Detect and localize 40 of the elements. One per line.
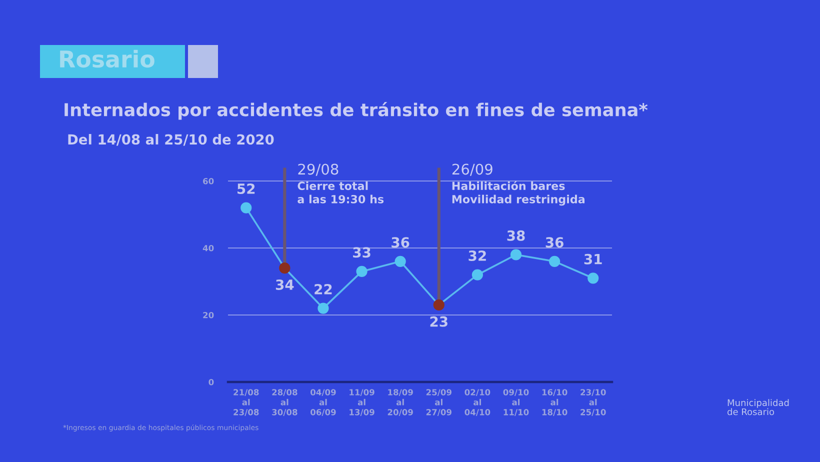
- text: Municipalidad de Rosario: [728, 399, 789, 416]
- x-tick-label: 16/10 al 18/10: [542, 389, 568, 416]
- y-tick-label: 40: [202, 244, 214, 252]
- point: [356, 266, 368, 278]
- ref-line-label: 26/09 Habilitación bares Movilidad restringida: [452, 164, 585, 206]
- data-label: 31: [584, 254, 602, 264]
- x-tick-label: 18/09 al 20/09: [388, 389, 413, 416]
- x-tick-label: 04/09 al 06/09: [310, 389, 336, 416]
- chart-title: Internados por accidentes de tránsito en fines de semana*: [64, 102, 648, 120]
- data-label: 36: [546, 237, 564, 248]
- point: [279, 262, 290, 274]
- data-label: 38: [507, 230, 525, 241]
- point: [472, 269, 483, 280]
- chart-subtitle: Del 14/08 al 25/10 de 2020: [68, 134, 274, 146]
- data-label: 33: [353, 247, 370, 258]
- data-label: 52: [238, 183, 255, 194]
- x-tick-label: 02/10 al 04/10: [464, 389, 490, 416]
- ref-line-label: 29/08 Cierre total a las 19:30 hs: [298, 164, 384, 204]
- x-tick-label: 09/10 al 11/10: [503, 389, 529, 416]
- y-tick-label: 0: [208, 378, 214, 386]
- data-label: 22: [314, 284, 332, 294]
- point: [549, 256, 560, 267]
- point: [433, 299, 444, 311]
- x-tick-label: 28/08 al 30/08: [272, 389, 298, 416]
- point: [588, 272, 599, 284]
- x-tick-label: 21/08 al 23/08: [234, 389, 259, 416]
- data-label: 23: [430, 316, 448, 327]
- point: [510, 249, 522, 260]
- data-label: 32: [468, 250, 486, 261]
- point: [240, 202, 252, 214]
- point: [394, 256, 406, 267]
- data-label: 36: [392, 237, 410, 248]
- x-tick-label: 11/09 al 13/09: [350, 389, 374, 416]
- x-tick-label: 23/10 al 25/10: [580, 389, 606, 416]
- y-tick-label: 20: [203, 312, 214, 318]
- point: [318, 302, 329, 314]
- y-tick-label: 60: [203, 178, 214, 184]
- data-label: 34: [276, 279, 294, 290]
- x-tick-label: 25/09 al 27/09: [426, 389, 452, 416]
- text: Rosario: [60, 50, 154, 68]
